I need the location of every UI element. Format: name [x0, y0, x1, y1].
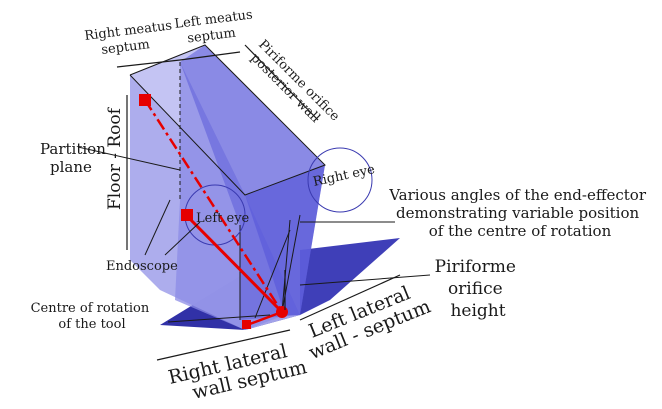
box-side-face — [180, 45, 325, 320]
left-eye-label: Left eye — [196, 211, 250, 226]
right-lateral-label: Right lateral wall septum — [166, 337, 309, 409]
right-meatus-dim-line — [116, 59, 181, 68]
partition-plane-label: Partition plane — [40, 140, 111, 176]
effector-angle-line-1 — [281, 219, 291, 313]
tool-dashdot-line — [143, 99, 284, 313]
endoscope-label: Endoscope — [106, 259, 178, 274]
tool-marker-mid — [181, 209, 193, 221]
centre-of-rotation-label: Centre of rotation of the tool — [31, 301, 154, 332]
endoscope-leader-1 — [144, 199, 171, 256]
base-plane-right — [300, 238, 400, 315]
rotation-leader — [167, 314, 271, 323]
right-eye-circle — [307, 147, 373, 213]
tool-marker-base — [242, 320, 251, 329]
piriforme-height-label: Piriforme orifice height — [435, 257, 522, 321]
effector-angle-line-3 — [254, 229, 291, 319]
centre-of-rotation-point — [276, 306, 288, 318]
posterior-wall-dim-line — [244, 44, 319, 121]
left-lateral-dim-line — [299, 274, 401, 321]
left-meatus-label: Left meatus septum — [174, 7, 260, 48]
box-edge-top — [129, 44, 326, 196]
left-meatus-dim-line — [179, 51, 241, 61]
right-meatus-label: Right meatus septum — [84, 18, 179, 60]
tool-marker-top — [139, 94, 151, 106]
height-leader — [299, 274, 431, 286]
tool-base-line — [246, 310, 283, 327]
floor-roof-label: Floor - Roof — [105, 106, 125, 210]
tool-solid-line — [184, 213, 284, 314]
right-lateral-dim-line — [156, 329, 291, 361]
end-effector-note: Various angles of the end-effector demon… — [388, 186, 651, 240]
partition-leader — [77, 146, 181, 171]
endoscope-leader-2 — [164, 221, 201, 256]
